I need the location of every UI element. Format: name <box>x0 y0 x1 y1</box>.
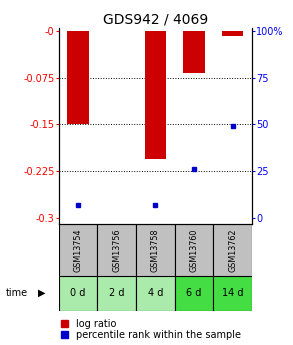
Text: 4 d: 4 d <box>148 288 163 298</box>
Bar <box>136 224 175 276</box>
Title: GDS942 / 4069: GDS942 / 4069 <box>103 12 208 27</box>
Bar <box>59 224 97 276</box>
Text: 0 d: 0 d <box>70 288 86 298</box>
Legend: log ratio, percentile rank within the sample: log ratio, percentile rank within the sa… <box>61 319 241 340</box>
Bar <box>145 31 166 159</box>
Text: 14 d: 14 d <box>222 288 243 298</box>
Text: GSM13758: GSM13758 <box>151 228 160 272</box>
Text: GSM13762: GSM13762 <box>228 228 237 272</box>
Bar <box>175 224 213 276</box>
Text: GSM13754: GSM13754 <box>74 228 82 272</box>
Bar <box>59 276 97 310</box>
Bar <box>97 224 136 276</box>
Text: GSM13760: GSM13760 <box>190 228 198 272</box>
Bar <box>222 31 243 36</box>
Bar <box>183 31 205 73</box>
Bar <box>97 276 136 310</box>
Bar <box>136 276 175 310</box>
Text: ▶: ▶ <box>38 288 46 298</box>
Bar <box>213 276 252 310</box>
Text: 2 d: 2 d <box>109 288 124 298</box>
Text: time: time <box>6 288 28 298</box>
Text: 6 d: 6 d <box>186 288 202 298</box>
Bar <box>67 31 88 124</box>
Bar <box>213 224 252 276</box>
Bar <box>175 276 213 310</box>
Text: GSM13756: GSM13756 <box>112 228 121 272</box>
